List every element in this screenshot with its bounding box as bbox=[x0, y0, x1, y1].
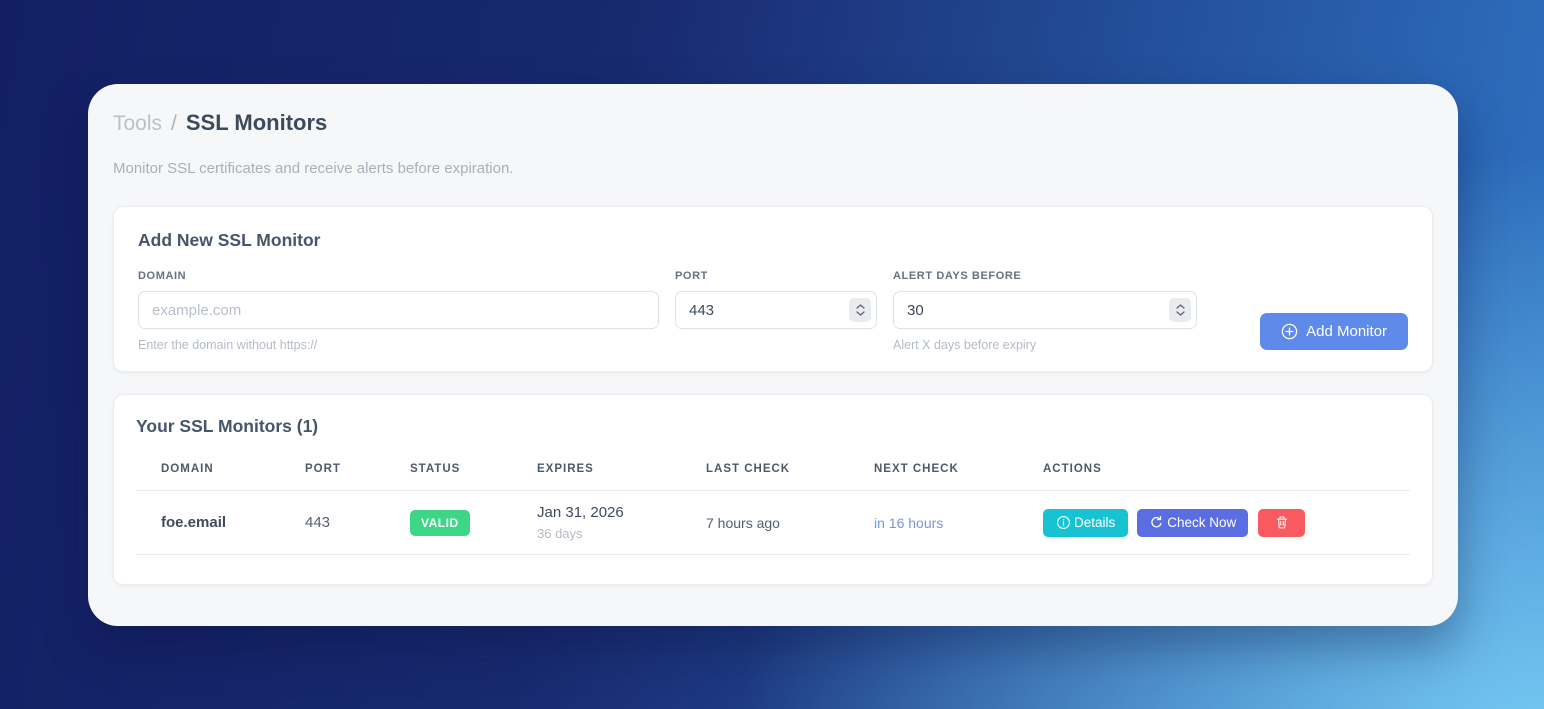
port-stepper[interactable] bbox=[849, 298, 871, 322]
column-header-domain: DOMAIN bbox=[136, 448, 305, 491]
details-button[interactable]: Details bbox=[1043, 508, 1129, 537]
add-monitor-button-label: Add Monitor bbox=[1306, 323, 1387, 340]
monitors-title: Your SSL Monitors (1) bbox=[136, 416, 319, 436]
table-header-row: DOMAIN PORT STATUS EXPIRES LAST CHECK NE… bbox=[136, 448, 1410, 491]
domain-hint: Enter the domain without https:// bbox=[138, 338, 318, 352]
monitors-table: DOMAIN PORT STATUS EXPIRES LAST CHECK NE… bbox=[136, 448, 1410, 555]
add-monitor-title: Add New SSL Monitor bbox=[138, 230, 321, 250]
domain-input[interactable] bbox=[138, 291, 659, 329]
next-check-time: in 16 hours bbox=[874, 490, 1043, 555]
column-header-last-check: LAST CHECK bbox=[706, 448, 874, 491]
check-now-button[interactable]: Check Now bbox=[1137, 508, 1249, 537]
column-header-actions: ACTIONS bbox=[1043, 448, 1410, 491]
status-badge: VALID bbox=[410, 509, 470, 536]
page-title: SSL Monitors bbox=[185, 110, 328, 135]
column-header-next-check: NEXT CHECK bbox=[874, 448, 1043, 491]
column-header-port: PORT bbox=[305, 448, 410, 491]
chevron-down-icon bbox=[1175, 311, 1185, 316]
row-actions: Details Check Now bbox=[1043, 508, 1402, 537]
breadcrumb-separator: / bbox=[171, 112, 177, 135]
plus-circle-icon bbox=[1281, 323, 1298, 340]
alert-days-hint: Alert X days before expiry bbox=[893, 338, 1037, 352]
alert-days-label: ALERT DAYS BEFORE bbox=[893, 270, 1022, 282]
port-label: PORT bbox=[675, 270, 708, 282]
monitors-panel: Your SSL Monitors (1) DOMAIN PORT STATUS… bbox=[113, 394, 1433, 585]
column-header-expires: EXPIRES bbox=[537, 448, 706, 491]
alert-days-stepper[interactable] bbox=[1169, 298, 1191, 322]
info-icon bbox=[1056, 515, 1071, 530]
monitor-port: 443 bbox=[305, 490, 410, 555]
port-input[interactable] bbox=[675, 291, 877, 329]
trash-icon bbox=[1275, 515, 1289, 530]
add-monitor-form: DOMAIN Enter the domain without https://… bbox=[138, 270, 1408, 352]
port-field-group: PORT bbox=[675, 270, 877, 329]
page-subtitle: Monitor SSL certificates and receive ale… bbox=[113, 160, 514, 177]
breadcrumb: Tools / SSL Monitors bbox=[113, 110, 1433, 136]
main-card: Tools / SSL Monitors Monitor SSL certifi… bbox=[88, 84, 1458, 626]
domain-label: DOMAIN bbox=[138, 270, 187, 282]
last-check-time: 7 hours ago bbox=[706, 490, 874, 555]
expires-date: Jan 31, 2026 bbox=[537, 504, 624, 521]
column-header-status: STATUS bbox=[410, 448, 537, 491]
expires-days-remaining: 36 days bbox=[537, 526, 583, 541]
domain-field-group: DOMAIN Enter the domain without https:// bbox=[138, 270, 659, 352]
details-button-label: Details bbox=[1074, 515, 1116, 530]
breadcrumb-tools-link[interactable]: Tools bbox=[113, 112, 163, 135]
alert-days-field-group: ALERT DAYS BEFORE Alert X days before ex… bbox=[893, 270, 1197, 352]
delete-button[interactable] bbox=[1258, 508, 1306, 537]
add-monitor-button[interactable]: Add Monitor bbox=[1260, 313, 1408, 350]
alert-days-input[interactable] bbox=[893, 291, 1197, 329]
chevron-up-icon bbox=[1175, 304, 1185, 309]
chevron-down-icon bbox=[855, 311, 865, 316]
table-row: foe.email 443 VALID Jan 31, 2026 36 days… bbox=[136, 490, 1410, 555]
check-now-button-label: Check Now bbox=[1167, 515, 1237, 530]
add-monitor-panel: Add New SSL Monitor DOMAIN Enter the dom… bbox=[113, 206, 1433, 372]
chevron-up-icon bbox=[855, 304, 865, 309]
monitor-domain: foe.email bbox=[136, 490, 305, 555]
refresh-icon bbox=[1149, 515, 1164, 530]
